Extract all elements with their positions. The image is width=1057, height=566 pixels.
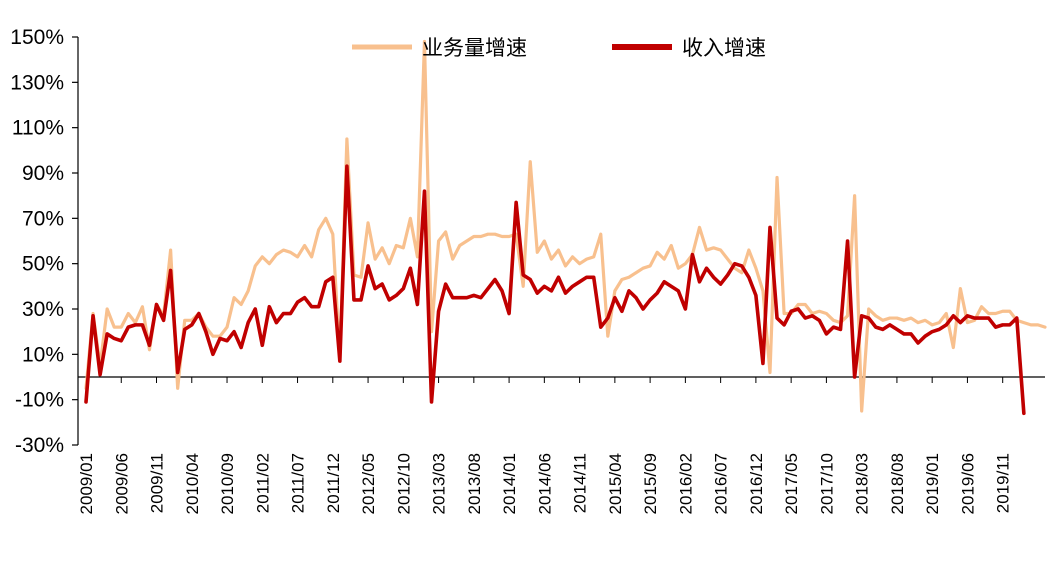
x-tick-label: 2011/02	[253, 453, 272, 513]
x-tick-label: 2019/11	[994, 453, 1013, 513]
x-tick-label: 2018/08	[888, 453, 907, 514]
x-tick-label: 2016/12	[747, 453, 766, 514]
y-tick-label: 70%	[22, 207, 64, 230]
x-tick-label: 2011/07	[289, 453, 308, 513]
x-tick-label: 2016/02	[676, 453, 695, 514]
x-tick-label: 2015/04	[606, 453, 625, 514]
x-tick-label: 2016/07	[712, 453, 731, 514]
series-line-2	[84, 164, 1026, 416]
y-tick-label: 50%	[22, 253, 64, 276]
legend-label-1: 业务量增速	[422, 36, 527, 60]
x-tick-label: 2017/10	[817, 453, 836, 514]
x-tick-label: 2017/05	[782, 453, 801, 514]
x-tick-label: 2013/03	[430, 453, 449, 514]
x-tick-label: 2014/01	[500, 453, 519, 514]
y-tick-label: 30%	[22, 298, 64, 321]
y-tick-label: 110%	[12, 117, 64, 140]
x-tick-label: 2009/06	[112, 453, 131, 514]
y-tick-label: 150%	[10, 26, 64, 49]
x-tick-label: 2010/04	[183, 453, 202, 514]
x-tick-label: 2015/09	[641, 453, 660, 514]
x-tick-label: 2014/11	[571, 453, 590, 513]
x-tick-label: 2013/08	[465, 453, 484, 514]
y-tick-label: 130%	[10, 71, 64, 94]
x-tick-label: 2018/03	[853, 453, 872, 514]
x-tick-label: 2012/05	[359, 453, 378, 514]
x-tick-label: 2019/06	[958, 453, 977, 514]
x-tick-label: 2010/09	[218, 453, 237, 514]
series-line-1	[84, 39, 1047, 413]
y-tick-label: 10%	[22, 343, 64, 366]
x-tick-label: 2014/06	[535, 453, 554, 514]
x-tick-label: 2011/12	[324, 453, 343, 513]
y-tick-label: -10%	[15, 389, 64, 412]
x-tick-label: 2009/01	[77, 453, 96, 514]
y-tick-label: 90%	[22, 162, 64, 185]
axes: -30% -10% 10% 30% 50% 70% 90% 110% 130% 150% 2009/…	[10, 26, 1045, 514]
legend: 业务量增速 收入增速	[352, 36, 766, 60]
series-lines	[84, 39, 1047, 416]
x-tick-label: 2012/10	[394, 453, 413, 514]
x-tick-label: 2009/11	[148, 453, 167, 513]
y-tick-label: -30%	[15, 434, 64, 457]
legend-label-2: 收入增速	[682, 36, 766, 60]
x-tick-label: 2019/01	[923, 453, 942, 514]
